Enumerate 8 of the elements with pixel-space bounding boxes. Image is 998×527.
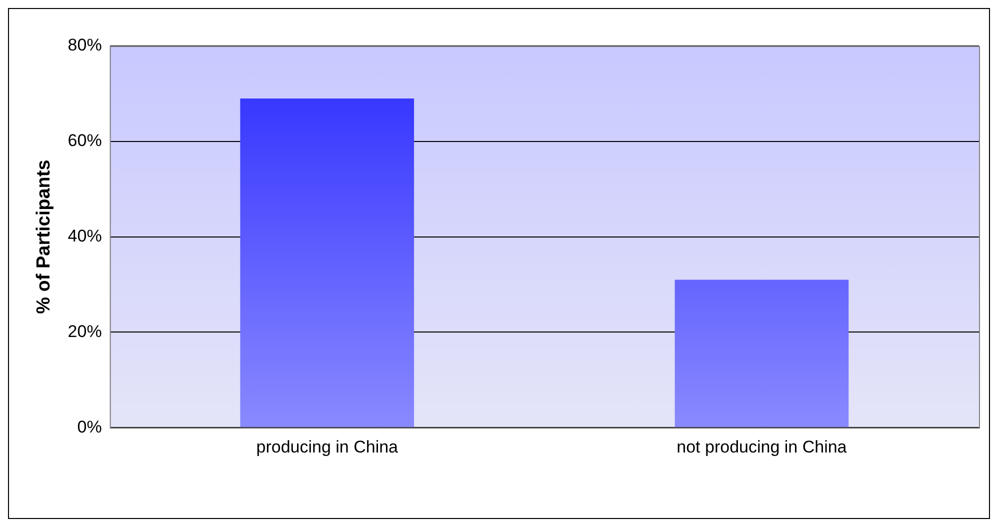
y-tick-label: 20% (68, 322, 102, 341)
y-tick-label: 80% (68, 36, 102, 55)
x-tick-label: producing in China (256, 437, 399, 456)
y-tick-label: 60% (68, 131, 102, 150)
y-tick-label: 0% (77, 417, 102, 436)
y-tick-label: 40% (68, 226, 102, 246)
x-tick-label: not producing in China (676, 437, 848, 456)
y-axis-title: % of Participants (34, 160, 55, 314)
